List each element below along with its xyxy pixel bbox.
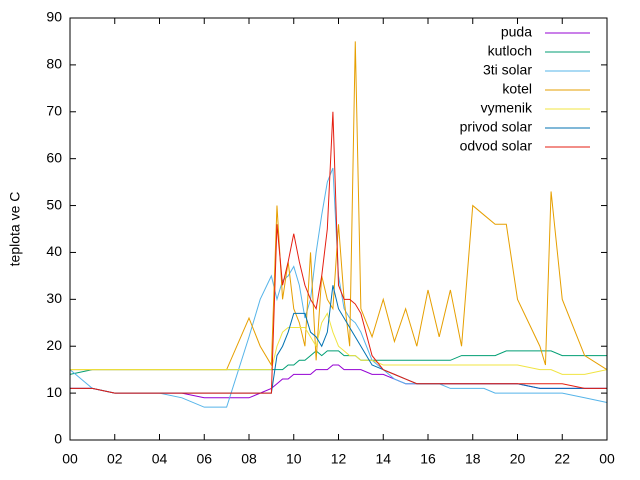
x-tick-label: 12 (331, 451, 347, 467)
series-line (70, 111, 607, 394)
x-tick-label: 08 (241, 451, 257, 467)
x-tick-label: 18 (465, 451, 481, 467)
series-line (70, 285, 607, 394)
y-tick-label: 20 (46, 337, 62, 353)
x-tick-label: 22 (554, 451, 570, 467)
y-tick-label: 10 (46, 384, 62, 400)
x-tick-label: 14 (375, 451, 391, 467)
x-tick-label: 04 (152, 451, 168, 467)
y-tick-label: 40 (46, 243, 62, 259)
x-tick-label: 16 (420, 451, 436, 467)
x-tick-label: 00 (599, 451, 615, 467)
legend-label: vymenik (481, 100, 533, 116)
x-tick-label: 00 (62, 451, 78, 467)
y-axis-label: teplota ve C (7, 192, 23, 267)
x-tick-label: 20 (510, 451, 526, 467)
legend-label: 3ti solar (483, 62, 532, 78)
legend-label: privod solar (460, 119, 533, 135)
legend-label: odvod solar (460, 138, 533, 154)
legend-label: kotel (502, 81, 532, 97)
x-tick-label: 02 (107, 451, 123, 467)
y-tick-label: 50 (46, 196, 62, 212)
series-line (69, 350, 607, 375)
y-tick-label: 70 (46, 102, 62, 118)
y-tick-label: 0 (54, 431, 62, 447)
y-tick-label: 60 (46, 149, 62, 165)
series-line (69, 167, 608, 408)
legend-label: puda (501, 24, 532, 40)
plot-border (69, 17, 608, 441)
y-tick-label: 30 (46, 290, 62, 306)
legend-label: kutloch (488, 43, 532, 59)
x-tick-label: 10 (286, 451, 302, 467)
y-tick-label: 90 (46, 9, 62, 25)
x-tick-label: 06 (196, 451, 212, 467)
y-tick-label: 80 (46, 56, 62, 72)
series-line (70, 312, 608, 375)
